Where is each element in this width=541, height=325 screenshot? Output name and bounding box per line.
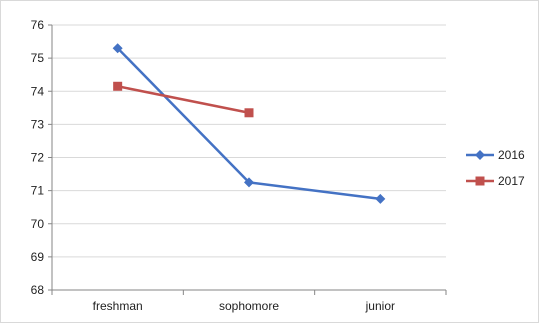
y-tick-labels: 68 69 70 71 72 73 74 75 76 bbox=[31, 18, 45, 297]
x-tick-label: junior bbox=[365, 299, 395, 313]
x-tick-label: freshman bbox=[93, 299, 143, 313]
data-point-2016 bbox=[112, 43, 123, 54]
data-point-2017 bbox=[113, 81, 123, 91]
gridlines bbox=[52, 24, 446, 258]
y-tick-label: 69 bbox=[31, 250, 45, 264]
legend-label-2017: 2017 bbox=[498, 174, 525, 188]
y-tick-label: 68 bbox=[31, 283, 45, 297]
series-line-2016 bbox=[116, 47, 381, 201]
y-tick-label: 73 bbox=[31, 117, 45, 131]
y-tick-label: 75 bbox=[31, 51, 45, 65]
y-tick-label: 71 bbox=[31, 184, 45, 198]
y-tick-label: 76 bbox=[31, 18, 45, 32]
series-line-2017 bbox=[117, 85, 250, 115]
y-tick-label: 74 bbox=[31, 84, 45, 98]
legend: 2016 2017 bbox=[466, 148, 525, 188]
data-point-2016 bbox=[244, 177, 254, 188]
x-tick-labels: freshman sophomore junior bbox=[93, 299, 395, 313]
data-point-2016 bbox=[375, 193, 386, 204]
legend-marker-2017 bbox=[475, 176, 485, 186]
series-group bbox=[112, 43, 386, 204]
x-tick-label: sophomore bbox=[219, 299, 279, 313]
legend-marker-2016 bbox=[475, 150, 485, 160]
axes bbox=[48, 24, 447, 295]
y-tick-label: 72 bbox=[31, 151, 45, 165]
y-tick-label: 70 bbox=[31, 217, 45, 231]
legend-label-2016: 2016 bbox=[498, 148, 525, 162]
data-point-2017 bbox=[244, 108, 254, 118]
